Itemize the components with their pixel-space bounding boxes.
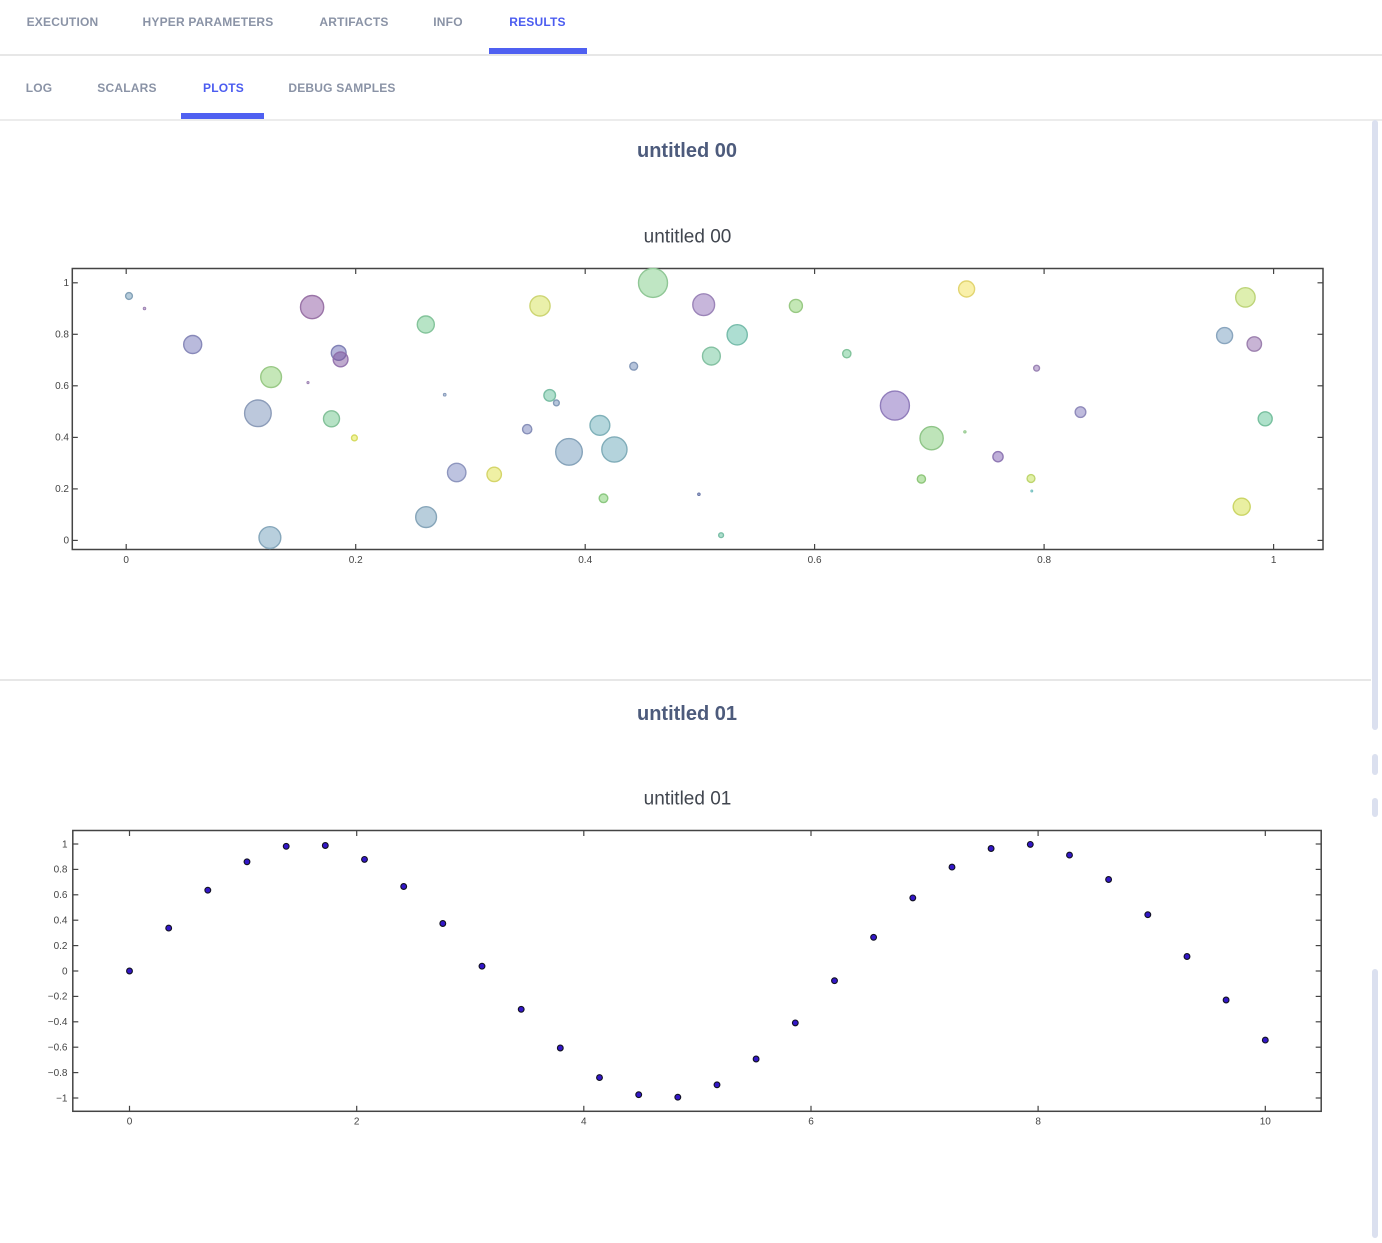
svg-text:−0.6: −0.6	[48, 1043, 68, 1054]
svg-text:0.4: 0.4	[55, 433, 69, 444]
svg-text:1: 1	[62, 839, 68, 850]
svg-text:1: 1	[1271, 555, 1277, 566]
svg-text:−0.8: −0.8	[48, 1068, 68, 1079]
svg-text:2: 2	[354, 1117, 360, 1128]
svg-text:10: 10	[1260, 1117, 1272, 1128]
svg-text:0.2: 0.2	[349, 555, 363, 566]
svg-text:untitled 01: untitled 01	[644, 789, 732, 810]
svg-text:0.8: 0.8	[1037, 555, 1051, 566]
svg-text:0.8: 0.8	[54, 865, 68, 876]
svg-text:0.2: 0.2	[54, 941, 68, 952]
svg-text:0: 0	[63, 536, 69, 547]
svg-text:0: 0	[123, 555, 129, 566]
svg-text:0.6: 0.6	[808, 555, 822, 566]
svg-text:−0.4: −0.4	[48, 1017, 68, 1028]
svg-text:0.2: 0.2	[55, 484, 69, 495]
svg-text:−0.2: −0.2	[48, 992, 68, 1003]
svg-text:0.4: 0.4	[578, 555, 592, 566]
svg-text:untitled 00: untitled 00	[644, 227, 732, 248]
svg-text:4: 4	[581, 1117, 587, 1128]
svg-text:0.6: 0.6	[54, 890, 68, 901]
svg-text:0.4: 0.4	[54, 916, 68, 927]
svg-text:0: 0	[127, 1117, 133, 1128]
svg-text:6: 6	[808, 1117, 814, 1128]
svg-text:0.8: 0.8	[55, 330, 69, 341]
svg-text:0.6: 0.6	[55, 381, 69, 392]
svg-text:1: 1	[63, 278, 69, 289]
svg-text:−1: −1	[56, 1093, 68, 1104]
svg-text:0: 0	[62, 966, 68, 977]
svg-text:8: 8	[1035, 1117, 1041, 1128]
